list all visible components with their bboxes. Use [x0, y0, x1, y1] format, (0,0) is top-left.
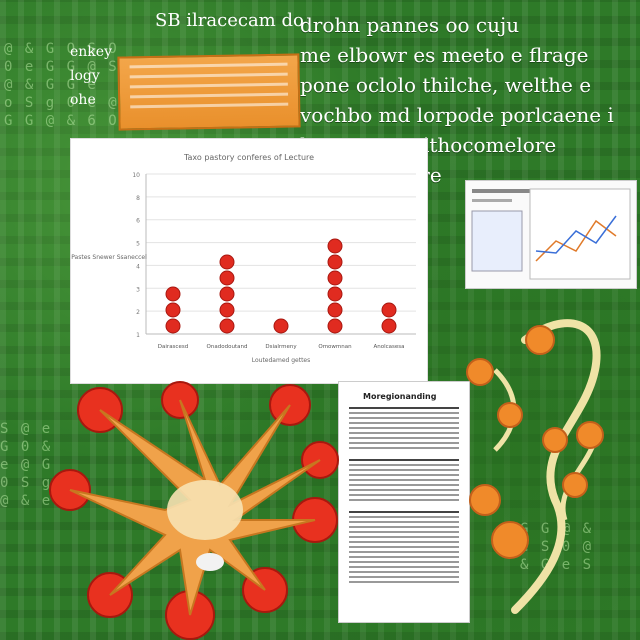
- background-pattern: G G @ & e S 0 @ & G e S: [520, 521, 594, 573]
- data-dot: [219, 286, 235, 302]
- y-tick-label: 6: [136, 218, 140, 225]
- headline-line: drohn pannes oo cuju: [300, 13, 520, 37]
- chart-title: Taxo pastory conferes of Lecture: [183, 153, 315, 162]
- data-dot: [165, 286, 181, 302]
- background-pattern: @ & G O S O 0 e G G @ S @ & G G e o S g …: [4, 41, 119, 129]
- x-tick-label: Dairascesd: [158, 344, 188, 350]
- document-card: Moregionanding: [338, 381, 470, 623]
- headline-line: vochbo md lorpode porlcaene i: [300, 103, 614, 127]
- y-tick-label: 5: [136, 241, 140, 248]
- data-dot: [219, 270, 235, 286]
- data-dot: [327, 238, 343, 254]
- data-dot: [327, 286, 343, 302]
- dot-plot: 10 8 6 5 4 3 2 1 Pastes Snewer Ssaneccel Dairasce…: [71, 172, 416, 364]
- y-tick-label: 4: [136, 263, 140, 270]
- data-dot: [327, 318, 343, 334]
- data-dot: [381, 318, 397, 334]
- data-dot: [165, 302, 181, 318]
- y-tick-label: 2: [136, 309, 140, 316]
- thumbnail-graphic: [471, 188, 631, 280]
- starburst-illustration: [49, 381, 339, 640]
- background-pattern: S @ e G 0 & e @ G 0 S g @ & e: [0, 421, 53, 509]
- top-left-text: SB ilracecam do: [155, 10, 304, 31]
- side-text: enkey logy ohe: [70, 40, 112, 112]
- x-tick-label: Omowmnan: [318, 344, 352, 350]
- data-dot: [381, 302, 397, 318]
- data-dot: [219, 318, 235, 334]
- document-title: Moregionanding: [363, 392, 437, 401]
- data-dot: [327, 270, 343, 286]
- chart-panel: Taxo pastory conferes of Lecture 10 8 6 5 4 3…: [70, 138, 428, 384]
- x-tick-label: Onadodoutand: [207, 344, 248, 350]
- orange-label-card: [117, 53, 301, 131]
- side-line: enkey: [70, 44, 112, 60]
- y-tick-label: 10: [132, 172, 140, 179]
- data-dot: [219, 302, 235, 318]
- headline-line: pone oclolo thilche, welthe e: [300, 73, 592, 97]
- branch-illustration: [466, 319, 604, 614]
- data-dot: [327, 254, 343, 270]
- thumbnail-chart: [465, 180, 637, 289]
- x-tick-label: Dsialrmeny: [265, 344, 297, 350]
- x-tick-label: Anolcasesa: [373, 344, 404, 350]
- data-dot: [165, 318, 181, 334]
- y-tick-label: 1: [136, 332, 140, 339]
- data-dot: [273, 318, 289, 334]
- side-line: logy: [70, 68, 100, 84]
- y-axis-label: Pastes Snewer Ssaneccel: [71, 254, 147, 261]
- data-dot: [219, 254, 235, 270]
- headline-line: me elbowr es meeto e flrage: [300, 43, 589, 67]
- x-axis-label: Loutedamed gettes: [252, 357, 311, 364]
- side-line: ohe: [70, 92, 96, 108]
- data-dot: [327, 302, 343, 318]
- y-tick-label: 8: [136, 195, 140, 202]
- y-tick-label: 3: [136, 286, 140, 293]
